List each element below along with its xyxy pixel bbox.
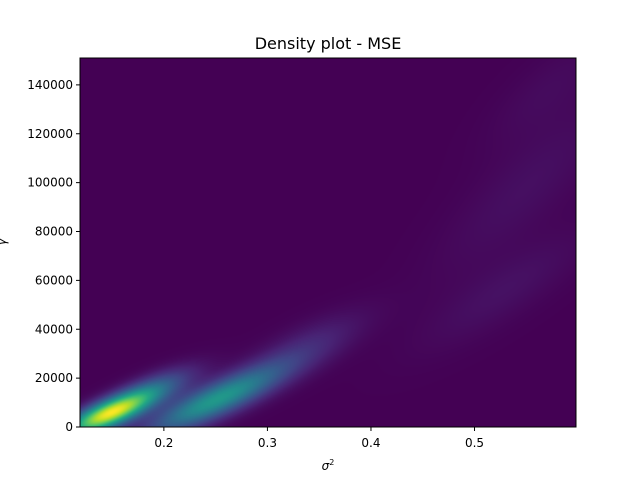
x-axis-label: σ2 [322,458,335,473]
plot-frame [79,57,577,428]
y-tick-label: 140000 [27,78,73,92]
x-axis: 0.2 0.3 0.4 0.5 [154,427,484,450]
y-tick-label: 80000 [35,225,73,239]
chart-title: Density plot - MSE [255,34,402,53]
x-axis-label-base: σ [322,459,330,473]
density-heatmap-image [80,58,576,427]
heatmap-area [79,57,577,428]
y-tick-label: 20000 [35,371,73,385]
y-tick-label: 120000 [27,127,73,141]
y-tick-label: 60000 [35,273,73,287]
y-tick-label: 0 [65,420,73,434]
x-axis-label-exponent: 2 [329,458,334,467]
y-axis-label: γ [0,238,9,246]
y-axis: 0 20000 40000 60000 80000 100000 120000 140000 [27,78,80,434]
x-tick-label: 0.4 [361,436,380,450]
x-tick-label: 0.5 [465,436,484,450]
x-tick-label: 0.2 [154,436,173,450]
y-tick-label: 40000 [35,322,73,336]
y-tick-label: 100000 [27,176,73,190]
x-tick-label: 0.3 [258,436,277,450]
